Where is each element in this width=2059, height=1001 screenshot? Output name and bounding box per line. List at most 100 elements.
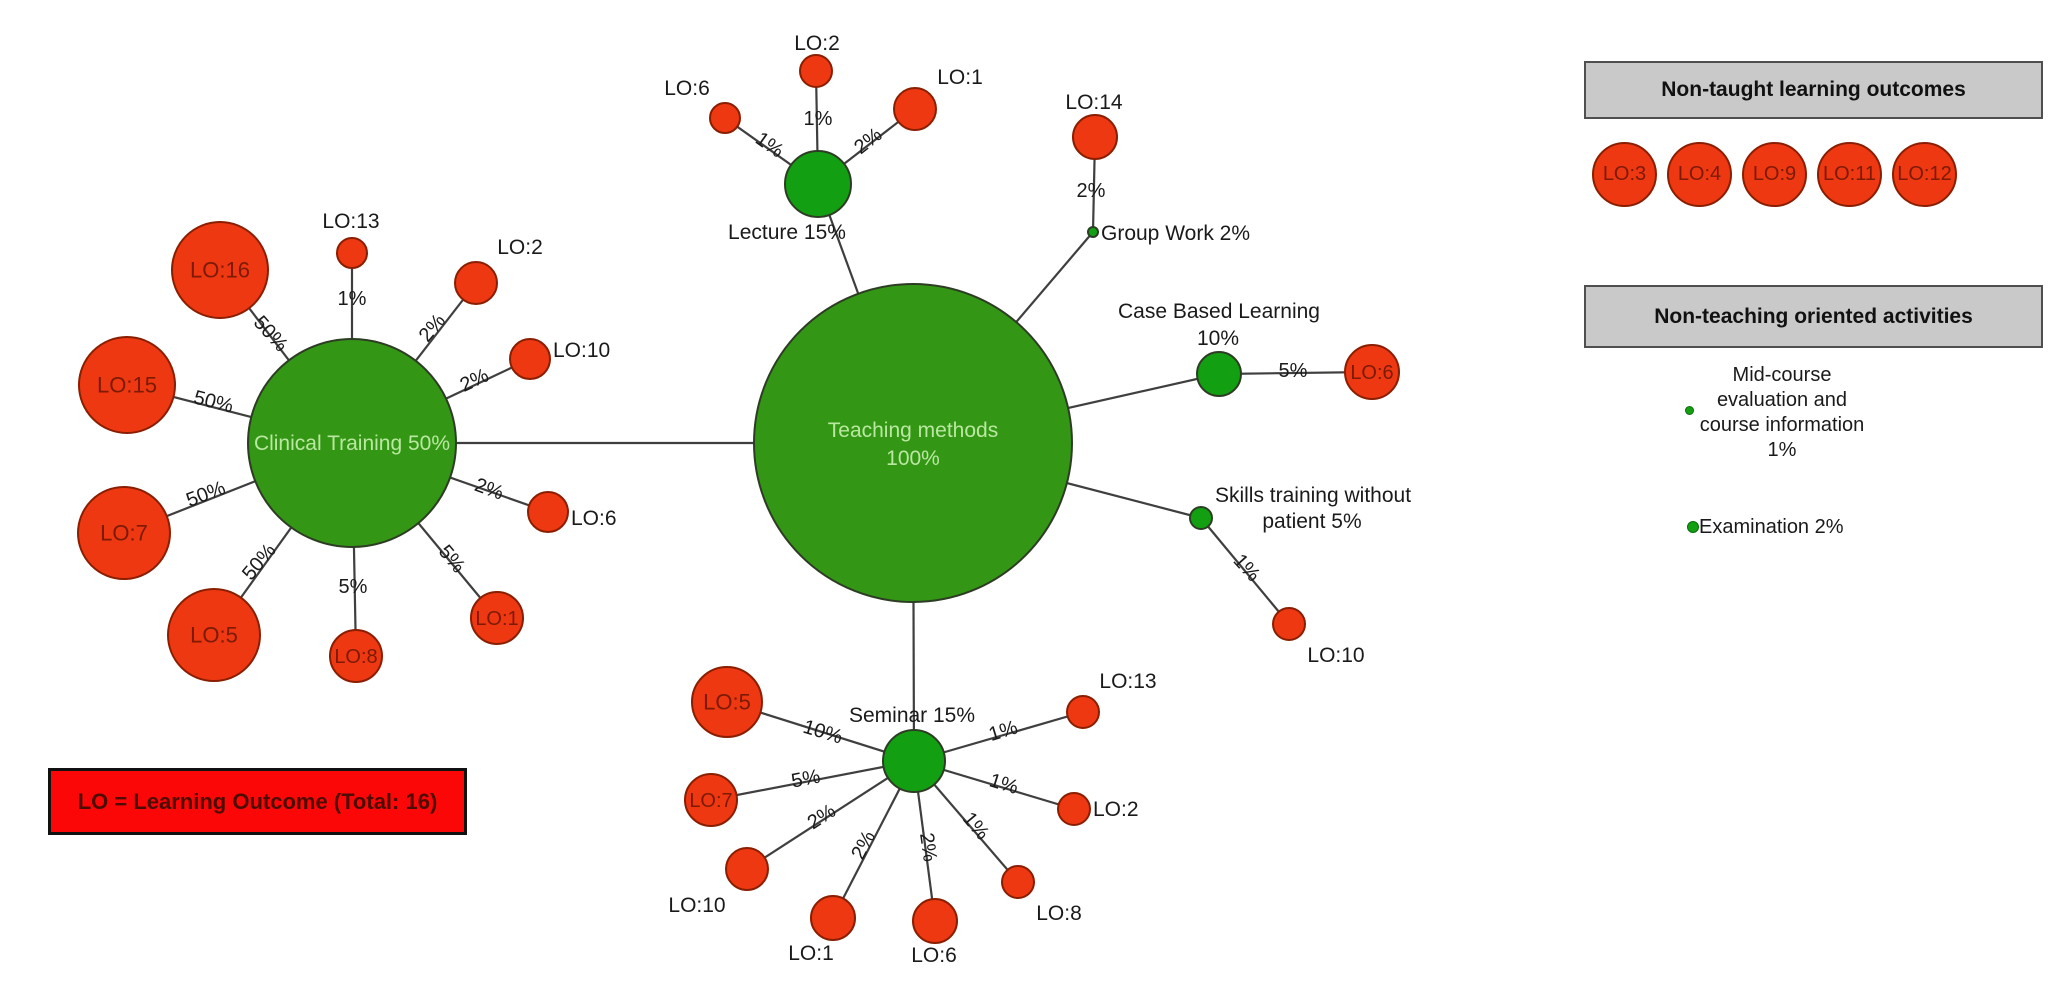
node-label-lecture: Lecture 15%	[728, 221, 846, 244]
node-skills	[1189, 506, 1213, 530]
node-cbl	[1196, 351, 1242, 397]
edge-label-seminar-sem-lo1: 2%	[847, 827, 880, 863]
node-sem-lo5	[691, 666, 763, 738]
node-label-ct-lo1: LO:1	[475, 608, 518, 630]
midcourse-item: Mid-course evaluation and course informa…	[1687, 363, 1877, 463]
node-ct-lo8	[329, 629, 383, 683]
node-label-ct-lo16: LO:16	[190, 258, 250, 283]
node-label-skills: Skills training without	[1215, 484, 1411, 507]
edge-label-lecture-lec-lo6: 1%	[751, 128, 787, 163]
midcourse-dot-icon	[1685, 406, 1694, 415]
node-labels-layer: Teaching methods 100% Clinical Training 50…	[97, 32, 1411, 967]
non-taught-header: Non-taught learning outcomes	[1584, 61, 2043, 119]
edge-label-seminar-sem-lo7: 5%	[790, 766, 823, 793]
node-label-ct-lo7: LO:7	[100, 521, 148, 546]
node-label-teaching: Teaching methods 100%	[828, 419, 998, 470]
legend-box: LO = Learning Outcome (Total: 16)	[48, 768, 467, 835]
node-label-cbl-lo6: LO:6	[1350, 362, 1393, 384]
node-groupwork	[1087, 226, 1099, 238]
node-sem-lo10	[725, 847, 769, 891]
edge-label-clinical-ct-lo8: 5%	[339, 576, 368, 598]
node-label-ct-lo2: LO:2	[497, 236, 543, 259]
edge-seminar-sem-lo7	[710, 759, 915, 802]
node-label2-cbl: 10%	[1197, 327, 1239, 350]
legend-label: LO = Learning Outcome (Total: 16)	[77, 788, 438, 814]
node-label-ct-lo13: LO:13	[322, 210, 379, 233]
non-taught-outcome-lo3: LO:3	[1592, 142, 1657, 207]
non-taught-outcomes-row: LO:3 LO:4 LO:9 LO:11 LO:12	[1592, 142, 1957, 207]
non-taught-outcome-lo11: LO:11	[1817, 142, 1882, 207]
edge-label-seminar-sem-lo2: 1%	[987, 770, 1021, 800]
node-label-skl-lo10: LO:10	[1307, 644, 1364, 667]
node-lec-lo1	[893, 87, 937, 131]
edge-label-lecture-lec-lo2: 1%	[804, 108, 833, 130]
node-sem-lo2	[1057, 792, 1091, 826]
non-taught-outcome-lo4: LO:4	[1667, 142, 1732, 207]
node-ct-lo16	[171, 221, 269, 319]
node-ct-lo5	[167, 588, 261, 682]
edge-label-clinical-ct-lo1: 5%	[434, 541, 470, 577]
node-ct-lo6	[527, 491, 569, 533]
node-label-ct-lo5: LO:5	[190, 623, 238, 648]
node-label-ct-lo10: LO:10	[553, 339, 610, 362]
node-label-ct-lo8: LO:8	[334, 646, 377, 668]
node-label-sem-lo13: LO:13	[1099, 670, 1156, 693]
examination-label: Examination 2%	[1699, 515, 1844, 538]
node-label-sem-lo1: LO:1	[788, 942, 834, 965]
non-teaching-header: Non-teaching oriented activities	[1584, 285, 2043, 348]
node-sem-lo7	[684, 773, 738, 827]
edge-label-groupwork-lo14: 2%	[1077, 180, 1106, 202]
node-ct-lo7	[77, 486, 171, 580]
node-lec-lo2	[799, 54, 833, 88]
edge-label-cbl-cbl-lo6: 5%	[1279, 360, 1308, 382]
node-label-lo14: LO:14	[1065, 91, 1123, 114]
edge-label-clinical-ct-lo7: 50%	[183, 477, 228, 512]
edge-label-clinical-ct-lo6: 2%	[472, 474, 507, 505]
edge-seminar-sem-lo10	[746, 760, 915, 870]
node-ct-lo10	[509, 338, 551, 380]
node-label-lec-lo2: LO:2	[794, 32, 840, 55]
node-ct-lo13	[336, 237, 368, 269]
node-label-groupwork: Group Work 2%	[1101, 222, 1250, 245]
node-teaching	[753, 283, 1073, 603]
node-sem-lo1	[810, 895, 856, 941]
node-label-sem-lo6: LO:6	[911, 944, 957, 967]
non-teaching-title: Non-teaching oriented activities	[1654, 304, 1973, 328]
non-taught-outcome-lo9: LO:9	[1742, 142, 1807, 207]
edge-label-clinical-ct-lo13: 1%	[338, 288, 367, 310]
node-clinical	[247, 338, 457, 548]
midcourse-percent: 1%	[1767, 439, 1797, 461]
edge-label-skills-skl-lo10: 1%	[1229, 550, 1265, 586]
node-lecture	[784, 150, 852, 218]
node-cbl-lo6	[1344, 344, 1400, 400]
examination-dot-icon	[1687, 521, 1699, 533]
edge-label-seminar-sem-lo5: 10%	[800, 716, 845, 749]
node-lo14	[1072, 114, 1118, 160]
node-ct-lo2	[454, 261, 498, 305]
node-label-sem-lo5: LO:5	[703, 690, 751, 715]
node-label-lec-lo6: LO:6	[664, 77, 710, 100]
edge-label-seminar-sem-lo8: 1%	[958, 808, 994, 844]
non-taught-outcome-lo12: LO:12	[1892, 142, 1957, 207]
edge-label-clinical-ct-lo16: 50%	[249, 312, 292, 357]
edge-skills-skl-lo10	[1200, 517, 1290, 625]
edge-label-clinical-ct-lo2: 2%	[415, 310, 451, 346]
node-seminar	[882, 729, 946, 793]
nodes-layer	[77, 54, 1400, 944]
node-label-seminar: Seminar 15%	[849, 704, 975, 727]
node-label-ct-lo15: LO:15	[97, 373, 157, 398]
node-label-sem-lo10: LO:10	[668, 894, 725, 917]
node-sem-lo8	[1001, 865, 1035, 899]
edge-label-seminar-sem-lo13: 1%	[986, 716, 1020, 746]
node-skl-lo10	[1272, 607, 1306, 641]
edge-label-clinical-ct-lo5: 50%	[238, 540, 281, 585]
midcourse-label: Mid-course evaluation and course informa…	[1699, 364, 1865, 436]
node-label-sem-lo8: LO:8	[1036, 902, 1082, 925]
node-label-sem-lo2: LO:2	[1093, 798, 1139, 821]
node-label2-skills: patient 5%	[1262, 510, 1361, 533]
edge-label-clinical-ct-lo15: 50%	[191, 387, 235, 418]
node-label-sem-lo7: LO:7	[689, 790, 732, 812]
node-lec-lo6	[709, 102, 741, 134]
node-label-cbl: Case Based Learning	[1118, 300, 1320, 323]
